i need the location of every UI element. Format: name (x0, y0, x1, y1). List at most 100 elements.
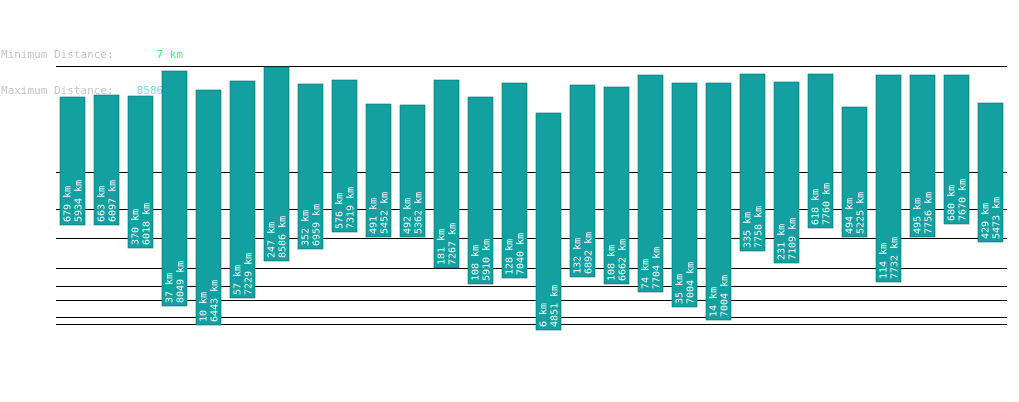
bar-max-label: 5910 km (482, 239, 493, 281)
bar-group: 14 km 7004 km (705, 82, 732, 321)
bar (637, 74, 664, 293)
bar-min-label: 618 km (811, 189, 822, 225)
bar-group: 108 km 6662 km (603, 86, 630, 285)
min-distance-label: Minimum Distance: (1, 48, 114, 61)
bar (807, 73, 834, 229)
bar-max-label: 6097 km (108, 180, 119, 222)
bar (195, 89, 222, 326)
bar-min-label: 132 km (573, 238, 584, 274)
bar-max-label: 5225 km (856, 192, 867, 234)
bar-max-label: 4851 km (550, 285, 561, 327)
bar-max-label: 7760 km (822, 183, 833, 225)
bar-max-label: 6662 km (618, 239, 629, 281)
bar-group: 132 km 6892 km (569, 84, 596, 278)
bar-group: 128 km 7040 km (501, 82, 528, 279)
bar (433, 79, 460, 269)
bar-group: 429 km 5473 km (977, 102, 1004, 243)
bar-min-label: 108 km (471, 245, 482, 281)
bar-min-label: 14 km (709, 287, 720, 317)
bar-group: 231 km 7109 km (773, 81, 800, 264)
bar-max-label: 7670 km (958, 179, 969, 221)
bar (263, 66, 290, 262)
bar-min-label: 495 km (913, 198, 924, 234)
bar (977, 102, 1004, 243)
bar-group: 370 km 6018 km (127, 95, 154, 249)
bar-group: 618 km 7760 km (807, 73, 834, 229)
bar (331, 79, 358, 233)
bar-min-label: 57 km (233, 265, 244, 295)
bar (93, 94, 120, 226)
bar-group: 663 km 6097 km (93, 94, 120, 226)
bar-min-label: 429 km (981, 203, 992, 239)
bar-max-label: 5473 km (992, 197, 1003, 239)
bar-group: 335 km 7758 km (739, 73, 766, 252)
bar-max-label: 8586 km (278, 216, 289, 258)
bar-max-label: 5934 km (74, 180, 85, 222)
bar-group: 494 km 5225 km (841, 106, 868, 238)
bar (909, 74, 936, 238)
bar-max-label: 7004 km (686, 262, 697, 304)
bar-max-label: 7267 km (448, 223, 459, 265)
bar-group: 37 km 8049 km (161, 70, 188, 307)
bar-min-label: 491 km (369, 198, 380, 234)
bar-min-label: 679 km (63, 186, 74, 222)
bar-max-label: 8049 km (176, 261, 187, 303)
bar (603, 86, 630, 285)
bar-min-label: 114 km (879, 243, 890, 279)
bar (875, 74, 902, 283)
bar-min-label: 492 km (403, 198, 414, 234)
bar (161, 70, 188, 307)
bar (705, 82, 732, 321)
bar-min-label: 576 km (335, 193, 346, 229)
min-distance-value: 7 km (156, 48, 184, 61)
bar-max-label: 7732 km (890, 237, 901, 279)
bar-group: 679 km 5934 km (59, 96, 86, 226)
bar (671, 82, 698, 308)
bar-group: 576 km 7319 km (331, 79, 358, 233)
bar-group: 680 km 7670 km (943, 74, 970, 225)
bar-min-label: 108 km (607, 245, 618, 281)
bar (501, 82, 528, 279)
bar-min-label: 247 km (267, 222, 278, 258)
bar (773, 81, 800, 264)
bar-max-label: 7229 km (244, 253, 255, 295)
bar-group: 6 km 4851 km (535, 112, 562, 331)
bar-min-label: 335 km (743, 212, 754, 248)
bar-group: 74 km 7704 km (637, 74, 664, 293)
bar (535, 112, 562, 331)
bar-group: 181 km 7267 km (433, 79, 460, 269)
bar-min-label: 10 km (199, 292, 210, 322)
bar-group: 492 km 5362 km (399, 104, 426, 238)
bar-min-label: 35 km (675, 274, 686, 304)
bar-max-label: 7704 km (652, 247, 663, 289)
bar (399, 104, 426, 238)
bar-min-label: 128 km (505, 239, 516, 275)
max-distance-label: Maximum Distance: (1, 84, 114, 97)
bar-max-label: 6018 km (142, 203, 153, 245)
bar (467, 96, 494, 285)
bar-max-label: 7040 km (516, 233, 527, 275)
bar-min-label: 680 km (947, 185, 958, 221)
bar (365, 103, 392, 238)
bar (59, 96, 86, 226)
bar-min-label: 352 km (301, 210, 312, 246)
bar-min-label: 231 km (777, 224, 788, 260)
bar (841, 106, 868, 238)
bar-max-label: 6892 km (584, 232, 595, 274)
bar-group: 352 km 6959 km (297, 83, 324, 250)
bar-max-label: 7756 km (924, 192, 935, 234)
bar-group: 491 km 5452 km (365, 103, 392, 238)
bar (229, 80, 256, 299)
bar-max-label: 7758 km (754, 206, 765, 248)
bar (569, 84, 596, 278)
bar-group: 247 km 8586 km (263, 66, 290, 262)
bar (127, 95, 154, 249)
bar-group: 108 km 5910 km (467, 96, 494, 285)
bar (739, 73, 766, 252)
bar-group: 57 km 7229 km (229, 80, 256, 299)
bar-min-label: 74 km (641, 259, 652, 289)
bar-max-label: 5452 km (380, 192, 391, 234)
bar-min-label: 663 km (97, 186, 108, 222)
bar-min-label: 6 km (539, 303, 550, 327)
bar-max-label: 7109 km (788, 218, 799, 260)
